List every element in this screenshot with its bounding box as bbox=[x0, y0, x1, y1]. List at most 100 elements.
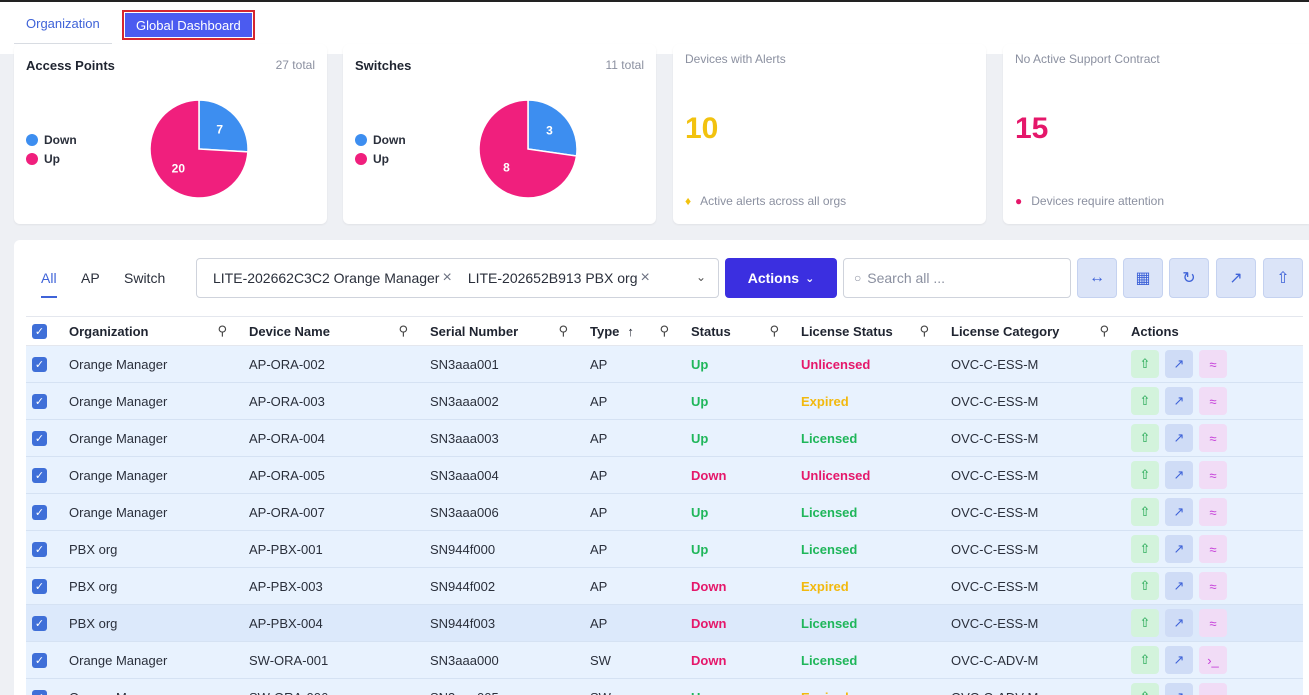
upload-icon[interactable]: ⇧ bbox=[1263, 258, 1303, 298]
open-external-icon[interactable]: ↗ bbox=[1165, 572, 1193, 600]
wifi-icon[interactable]: ≈ bbox=[1199, 498, 1227, 526]
upgrade-icon[interactable]: ⇧ bbox=[1131, 498, 1159, 526]
table-row[interactable]: ✓ PBX org AP-PBX-004 SN944f003 AP Down License… bbox=[26, 605, 1303, 642]
table-row[interactable]: ✓ Orange ManagerSW-ORA-006SN3aaa005SWUpEx… bbox=[26, 679, 1303, 695]
upgrade-icon[interactable]: ⇧ bbox=[1131, 646, 1159, 674]
header-type[interactable]: Type ↑ ⚲ bbox=[582, 317, 683, 345]
cell-device-name: AP-ORA-005 bbox=[249, 467, 325, 483]
search-input[interactable]: Search all ... bbox=[867, 270, 946, 286]
open-external-icon[interactable]: ↗ bbox=[1165, 387, 1193, 415]
search-icon[interactable]: ⚲ bbox=[558, 323, 568, 338]
search-icon[interactable]: ⚲ bbox=[1099, 323, 1109, 338]
upgrade-icon[interactable]: ⇧ bbox=[1131, 350, 1159, 378]
select-all-checkbox[interactable]: ✓ bbox=[32, 323, 47, 339]
tab-switch[interactable]: Switch bbox=[124, 270, 166, 286]
upgrade-icon[interactable]: ⇧ bbox=[1131, 387, 1159, 415]
header-organization[interactable]: Organization ⚲ bbox=[61, 317, 241, 345]
close-icon[interactable]: × bbox=[640, 269, 650, 286]
terminal-icon[interactable]: ›_ bbox=[1199, 646, 1227, 674]
table-row[interactable]: ✓ Orange Manager AP-ORA-004 SN3aaa003 AP Up Li… bbox=[26, 420, 1303, 457]
upgrade-icon[interactable]: ⇧ bbox=[1131, 572, 1159, 600]
wifi-icon[interactable]: ≈ bbox=[1199, 350, 1227, 378]
table-row[interactable]: ✓ Orange Manager AP-ORA-005 SN3aaa004 AP Down… bbox=[26, 457, 1303, 494]
header-license-status[interactable]: License Status ⚲ bbox=[793, 317, 943, 345]
layout-icon[interactable]: ▦ bbox=[1123, 258, 1163, 298]
close-icon[interactable]: × bbox=[442, 269, 452, 286]
shield-icon: ● bbox=[1015, 194, 1023, 208]
row-checkbox[interactable]: ✓ bbox=[32, 689, 47, 695]
open-external-icon[interactable]: ↗ bbox=[1165, 424, 1193, 452]
tab-ap[interactable]: AP bbox=[81, 270, 100, 286]
table-row[interactable]: ✓ Orange Manager AP-ORA-003 SN3aaa002 AP Up Ex… bbox=[26, 383, 1303, 420]
columns-resize-icon[interactable]: ↔ bbox=[1077, 258, 1117, 298]
table-row[interactable]: ✓ Orange Manager SW-ORA-001 SN3aaa000 SW Down… bbox=[26, 642, 1303, 679]
header-label: Organization bbox=[69, 323, 149, 339]
chevron-down-icon[interactable]: ⌄ bbox=[695, 270, 706, 284]
header-device-name[interactable]: Device Name ⚲ bbox=[241, 317, 422, 345]
cell-type: AP bbox=[590, 541, 608, 557]
search-icon[interactable]: ⚲ bbox=[398, 323, 408, 338]
refresh-icon[interactable]: ↻ bbox=[1169, 258, 1209, 298]
row-checkbox[interactable]: ✓ bbox=[32, 541, 47, 557]
open-external-icon[interactable]: ↗ bbox=[1165, 461, 1193, 489]
cell-status: Up bbox=[683, 679, 793, 695]
search-icon[interactable]: ⚲ bbox=[769, 323, 779, 338]
cell-status: Up bbox=[691, 430, 709, 446]
table-row[interactable]: ✓ Orange Manager AP-ORA-007 SN3aaa006 AP Up Li… bbox=[26, 494, 1303, 531]
open-external-icon[interactable]: ↗ bbox=[1216, 258, 1256, 298]
open-external-icon[interactable]: ↗ bbox=[1165, 609, 1193, 637]
sort-arrow-up-icon[interactable]: ↑ bbox=[627, 323, 634, 339]
row-checkbox[interactable]: ✓ bbox=[32, 652, 47, 668]
wifi-icon[interactable]: ≈ bbox=[1199, 387, 1227, 415]
upgrade-icon[interactable]: ⇧ bbox=[1131, 609, 1159, 637]
terminal-icon[interactable]: ›_ bbox=[1199, 683, 1227, 695]
open-external-icon[interactable]: ↗ bbox=[1165, 498, 1193, 526]
legend-label: Up bbox=[44, 151, 60, 166]
cell-type: SW bbox=[590, 652, 611, 668]
footer-text: Devices require attention bbox=[1031, 194, 1164, 208]
row-checkbox-cell: ✓ bbox=[26, 346, 61, 382]
wifi-icon[interactable]: ≈ bbox=[1199, 609, 1227, 637]
upgrade-icon[interactable]: ⇧ bbox=[1131, 683, 1159, 695]
upgrade-icon[interactable]: ⇧ bbox=[1131, 424, 1159, 452]
tab-organization[interactable]: Organization bbox=[14, 10, 112, 44]
row-checkbox[interactable]: ✓ bbox=[32, 467, 47, 483]
organization-select[interactable]: LITE-202662C3C2 Orange Manager × LITE-20… bbox=[196, 258, 719, 298]
cell-actions: ⇧ ↗ ≈ bbox=[1123, 494, 1303, 530]
tab-global-dashboard[interactable]: Global Dashboard bbox=[122, 10, 255, 40]
header-serial-number[interactable]: Serial Number ⚲ bbox=[422, 317, 582, 345]
row-checkbox[interactable]: ✓ bbox=[32, 504, 47, 520]
cell-actions: ⇧ ↗ ≈ bbox=[1123, 531, 1303, 567]
row-checkbox[interactable]: ✓ bbox=[32, 578, 47, 594]
org-chip: LITE-202662C3C2 Orange Manager × bbox=[213, 269, 452, 287]
wifi-icon[interactable]: ≈ bbox=[1199, 461, 1227, 489]
table-row[interactable]: ✓ PBX org AP-PBX-001 SN944f000 AP Up Licensed O… bbox=[26, 531, 1303, 568]
header-status[interactable]: Status ⚲ bbox=[683, 317, 793, 345]
row-checkbox[interactable]: ✓ bbox=[32, 393, 47, 409]
header-license-category[interactable]: License Category ⚲ bbox=[943, 317, 1123, 345]
upgrade-icon[interactable]: ⇧ bbox=[1131, 535, 1159, 563]
table-row[interactable]: ✓ PBX org AP-PBX-003 SN944f002 AP Down Expired… bbox=[26, 568, 1303, 605]
open-external-icon[interactable]: ↗ bbox=[1165, 350, 1193, 378]
row-checkbox[interactable]: ✓ bbox=[32, 356, 47, 372]
actions-button[interactable]: Actions ⌄ bbox=[725, 258, 837, 298]
row-checkbox[interactable]: ✓ bbox=[32, 615, 47, 631]
bell-icon: ♦ bbox=[685, 194, 692, 208]
tab-all[interactable]: All bbox=[41, 270, 57, 298]
search-icon[interactable]: ⚲ bbox=[217, 323, 227, 338]
wifi-icon[interactable]: ≈ bbox=[1199, 424, 1227, 452]
card-footer: ♦ Active alerts across all orgs bbox=[685, 194, 846, 208]
row-checkbox[interactable]: ✓ bbox=[32, 430, 47, 446]
upgrade-icon[interactable]: ⇧ bbox=[1131, 461, 1159, 489]
org-chip: LITE-202652B913 PBX org × bbox=[468, 269, 650, 287]
open-external-icon[interactable]: ↗ bbox=[1165, 646, 1193, 674]
search-icon[interactable]: ⚲ bbox=[659, 323, 669, 338]
wifi-icon[interactable]: ≈ bbox=[1199, 535, 1227, 563]
cell-serial-number: SN3aaa003 bbox=[430, 430, 499, 446]
search-box[interactable]: ○ Search all ... bbox=[843, 258, 1071, 298]
table-row[interactable]: ✓ Orange Manager AP-ORA-002 SN3aaa001 AP Up Un… bbox=[26, 346, 1303, 383]
open-external-icon[interactable]: ↗ bbox=[1165, 683, 1193, 695]
search-icon[interactable]: ⚲ bbox=[919, 323, 929, 338]
open-external-icon[interactable]: ↗ bbox=[1165, 535, 1193, 563]
wifi-icon[interactable]: ≈ bbox=[1199, 572, 1227, 600]
